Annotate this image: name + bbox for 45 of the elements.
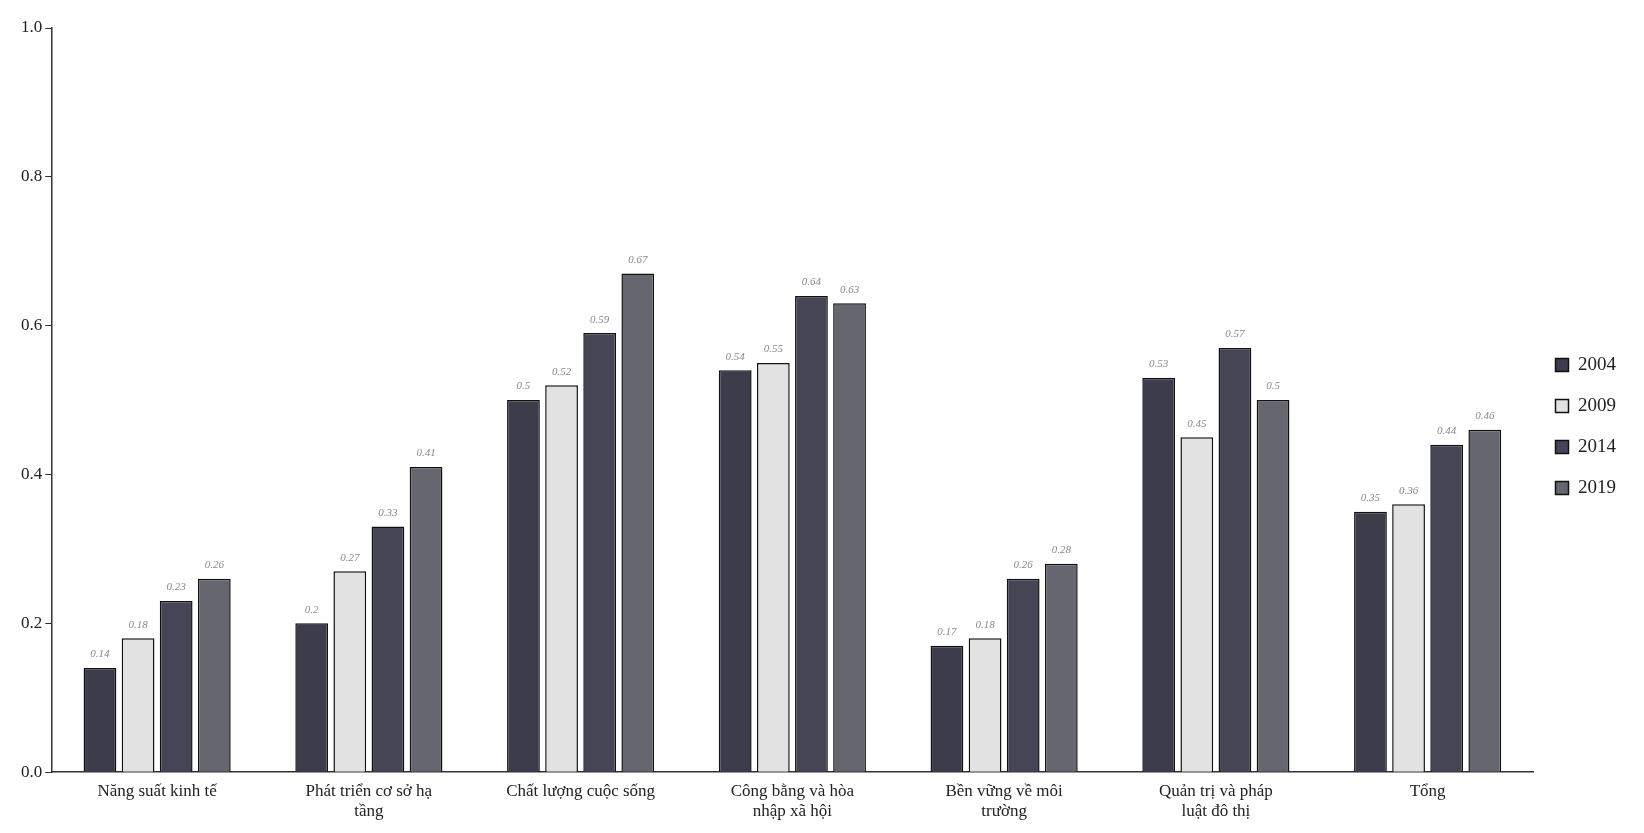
x-tick-label: Bền vững về môi trường [945,780,1064,821]
data-label: 0.5 [1266,379,1281,392]
legend-label: 2019 [1578,475,1616,497]
y-tick-label: 1.0 [21,17,43,37]
x-tick-label: Phát triển cơ sở hạ tầng [305,780,433,821]
y-tick-label: 0.0 [21,761,43,781]
data-label: 0.23 [166,580,187,593]
data-label: 0.17 [937,625,958,638]
data-label: 0.64 [801,275,822,288]
legend-label: 2014 [1578,434,1617,456]
data-label: 0.44 [1437,424,1457,437]
x-tick-label: Công bằng và hòa nhập xã hội [730,780,855,821]
data-label: 0.54 [725,349,746,362]
data-label: 0.26 [204,558,225,571]
data-label: 0.18 [975,617,996,630]
x-tick-label: Năng suất kinh tế [97,780,218,800]
y-tick-label: 0.4 [21,463,43,483]
data-label: 0.36 [1398,483,1419,496]
data-label: 0.5 [516,379,531,392]
data-label: 0.52 [551,364,572,377]
y-tick-label: 0.8 [21,166,43,186]
x-tick-label: Tổng [1409,780,1447,800]
data-label: 0.33 [378,506,399,518]
data-label: 0.53 [1149,357,1169,370]
data-label: 0.18 [128,617,149,630]
data-label: 0.59 [590,312,610,325]
data-label: 0.55 [763,342,784,355]
data-label: 0.41 [416,446,436,459]
data-label: 0.27 [340,550,360,563]
data-label: 0.46 [1475,409,1495,422]
legend-label: 2009 [1578,393,1616,415]
legend-label: 2004 [1578,352,1617,374]
x-tick-label: Quản trị và pháp luật đô thị [1158,780,1273,821]
data-label: 0.67 [628,252,648,265]
data-label: 0.2 [304,602,320,615]
data-label: 0.26 [1013,558,1034,571]
data-label: 0.45 [1187,416,1207,429]
data-label: 0.63 [839,282,860,295]
data-label: 0.28 [1051,543,1072,556]
y-tick-label: 0.2 [21,612,43,632]
data-label: 0.57 [1225,327,1246,340]
y-tick-label: 0.6 [21,315,43,335]
data-label: 0.14 [90,647,111,660]
data-label: 0.35 [1360,491,1381,504]
x-tick-label: Chất lượng cuộc sống [506,780,656,800]
